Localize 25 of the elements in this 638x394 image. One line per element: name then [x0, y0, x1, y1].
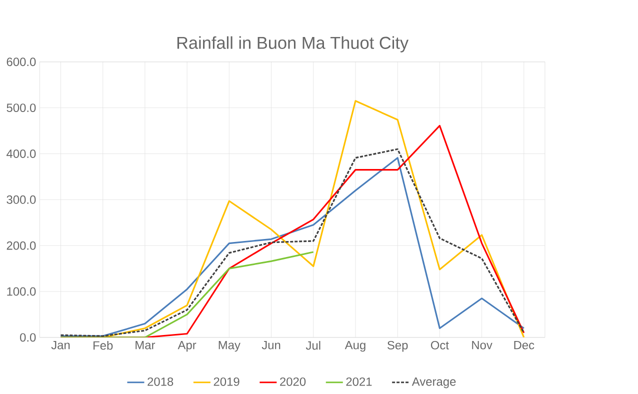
x-tick-label: Jan	[51, 340, 70, 350]
y-tick-label: 300.0	[6, 195, 36, 204]
x-tick-label: Jun	[262, 340, 280, 350]
y-tick-label: 100.0	[7, 287, 36, 296]
x-tick-label: Dec	[514, 340, 534, 350]
x-tick-label: Oct	[430, 340, 449, 350]
x-tick-label: May	[218, 340, 240, 352]
y-tick-label: 200.0	[6, 241, 36, 250]
y-tick-label: 0.0	[20, 333, 36, 342]
x-tick-label: Aug	[344, 340, 366, 352]
x-tick-label: Nov	[472, 340, 492, 350]
y-tick-label: 500.0	[6, 104, 36, 112]
legend-label: Average	[412, 377, 456, 388]
legend-label: 2019	[214, 377, 240, 386]
x-tick-label: Apr	[178, 340, 196, 352]
x-tick-label: Jul	[306, 340, 320, 350]
x-tick-label: Feb	[94, 340, 113, 350]
chart-title: Rainfall in Buon Ma Thuot City	[177, 36, 409, 52]
legend-label: 2021	[346, 377, 372, 386]
y-tick-label: 600.0	[6, 58, 36, 66]
legend-label: 2018	[148, 377, 174, 386]
x-tick-label: Sep	[387, 340, 408, 352]
x-tick-label: Mar	[136, 340, 156, 350]
y-tick-label: 400.0	[6, 149, 36, 158]
legend-label: 2020	[280, 377, 306, 386]
